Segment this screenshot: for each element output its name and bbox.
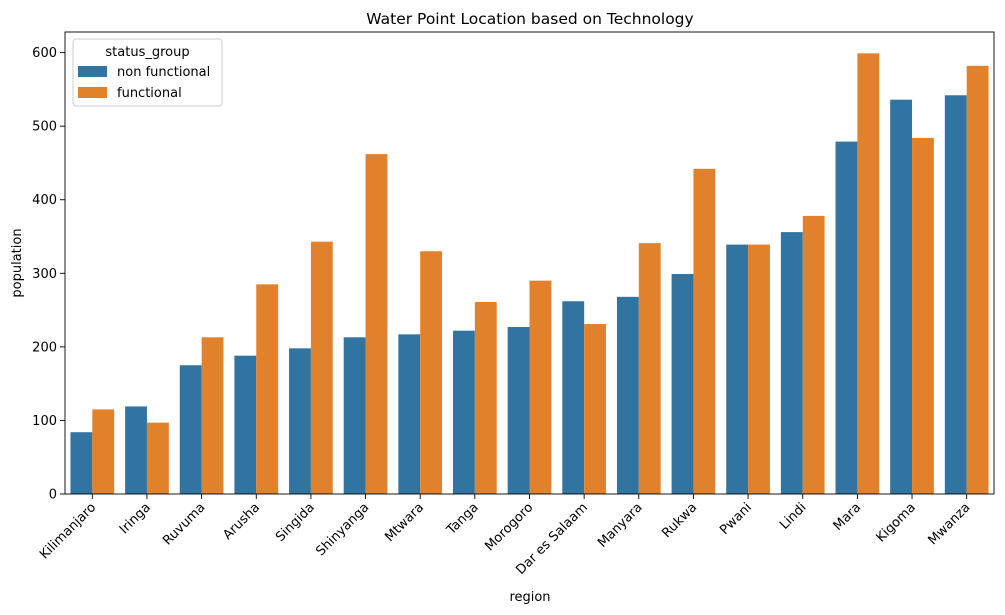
bar-functional-pwani bbox=[748, 244, 770, 494]
y-tick-label-500: 500 bbox=[32, 120, 57, 135]
x-tick-label-mwanza: Mwanza bbox=[926, 500, 974, 548]
bar-non-functional-arusha bbox=[234, 355, 257, 494]
bar-functional-singida bbox=[310, 241, 333, 494]
x-tick-label-tanga: Tanga bbox=[443, 500, 481, 538]
bar-functional-dar-es-salaam bbox=[584, 324, 607, 494]
legend-label-functional: functional bbox=[117, 86, 182, 101]
bar-non-functional-ruvuma bbox=[179, 365, 202, 494]
bar-non-functional-manyara bbox=[616, 296, 639, 494]
x-tick-label-singida: Singida bbox=[273, 500, 318, 545]
bar-non-functional-shinyanga bbox=[343, 337, 366, 494]
bar-non-functional-pwani bbox=[726, 244, 749, 494]
bar-non-functional-mtwara bbox=[398, 334, 421, 494]
x-axis-title: region bbox=[509, 590, 550, 605]
x-tick-label-ruvuma: Ruvuma bbox=[160, 500, 208, 548]
legend-swatch-functional bbox=[78, 87, 107, 98]
bar-functional-lindi bbox=[802, 215, 825, 495]
x-tick-label-lindi: Lindi bbox=[777, 500, 810, 533]
bar-functional-iringa bbox=[146, 422, 169, 494]
bars-group bbox=[70, 53, 989, 495]
legend-title: status_group bbox=[105, 45, 189, 60]
bar-non-functional-lindi bbox=[780, 232, 803, 494]
x-tick-label-pwani: Pwani bbox=[717, 500, 755, 538]
y-tick-label-100: 100 bbox=[32, 414, 57, 429]
bar-non-functional-dar-es-salaam bbox=[562, 301, 585, 494]
x-tick-label-manyara: Manyara bbox=[595, 500, 645, 550]
y-tick-label-0: 0 bbox=[49, 488, 57, 503]
bar-non-functional-tanga bbox=[452, 330, 475, 494]
x-tick-label-iringa: Iringa bbox=[117, 500, 154, 537]
bar-non-functional-rukwa bbox=[671, 274, 694, 494]
y-tick-label-300: 300 bbox=[32, 267, 57, 282]
x-tick-label-rukwa: Rukwa bbox=[659, 500, 700, 541]
bar-non-functional-mwanza bbox=[944, 95, 967, 494]
bar-non-functional-morogoro bbox=[507, 327, 530, 494]
bar-functional-shinyanga bbox=[365, 154, 388, 494]
legend: status_group non functional functional bbox=[72, 38, 223, 107]
y-tick-label-200: 200 bbox=[32, 340, 57, 355]
legend-label-non-functional: non functional bbox=[117, 65, 210, 80]
bar-non-functional-singida bbox=[289, 348, 311, 494]
x-tick-label-arusha: Arusha bbox=[220, 500, 263, 543]
bar-functional-arusha bbox=[256, 284, 279, 494]
x-tick-label-mtwara: Mtwara bbox=[382, 500, 427, 545]
legend-swatch-non-functional bbox=[78, 66, 107, 77]
bar-non-functional-iringa bbox=[125, 406, 147, 494]
bar-functional-morogoro bbox=[529, 280, 552, 494]
bar-functional-mara bbox=[857, 53, 880, 494]
x-tick-label-mara: Mara bbox=[831, 500, 865, 534]
y-axis-title: population bbox=[10, 228, 25, 297]
x-axis: Kilimanjaro Iringa Ruvuma Arusha SingidaShin… bbox=[37, 494, 974, 578]
bar-functional-kigoma bbox=[912, 137, 934, 494]
bar-non-functional-kilimanjaro bbox=[70, 432, 93, 494]
bar-functional-mwanza bbox=[966, 65, 989, 495]
bar-functional-manyara bbox=[638, 243, 661, 494]
bar-functional-ruvuma bbox=[201, 337, 224, 494]
bar-functional-rukwa bbox=[693, 168, 716, 494]
y-tick-label-400: 400 bbox=[32, 193, 57, 208]
y-axis: 0 100 200 300 400 500 600 bbox=[32, 46, 65, 503]
legend-box bbox=[72, 38, 223, 107]
bar-functional-mtwara bbox=[420, 251, 443, 494]
bar-non-functional-kigoma bbox=[890, 99, 913, 495]
x-tick-label-shinyanga: Shinyanga bbox=[313, 500, 372, 559]
chart-title: Water Point Location based on Technology bbox=[366, 10, 693, 28]
bar-functional-kilimanjaro bbox=[92, 409, 115, 494]
x-tick-label-kilimanjaro: Kilimanjaro bbox=[37, 500, 99, 562]
bar-functional-tanga bbox=[474, 301, 497, 494]
x-tick-label-kigoma: Kigoma bbox=[874, 500, 919, 545]
y-tick-label-600: 600 bbox=[32, 46, 57, 61]
bar-non-functional-mara bbox=[835, 141, 858, 494]
x-tick-label-morogoro: Morogoro bbox=[482, 500, 536, 554]
